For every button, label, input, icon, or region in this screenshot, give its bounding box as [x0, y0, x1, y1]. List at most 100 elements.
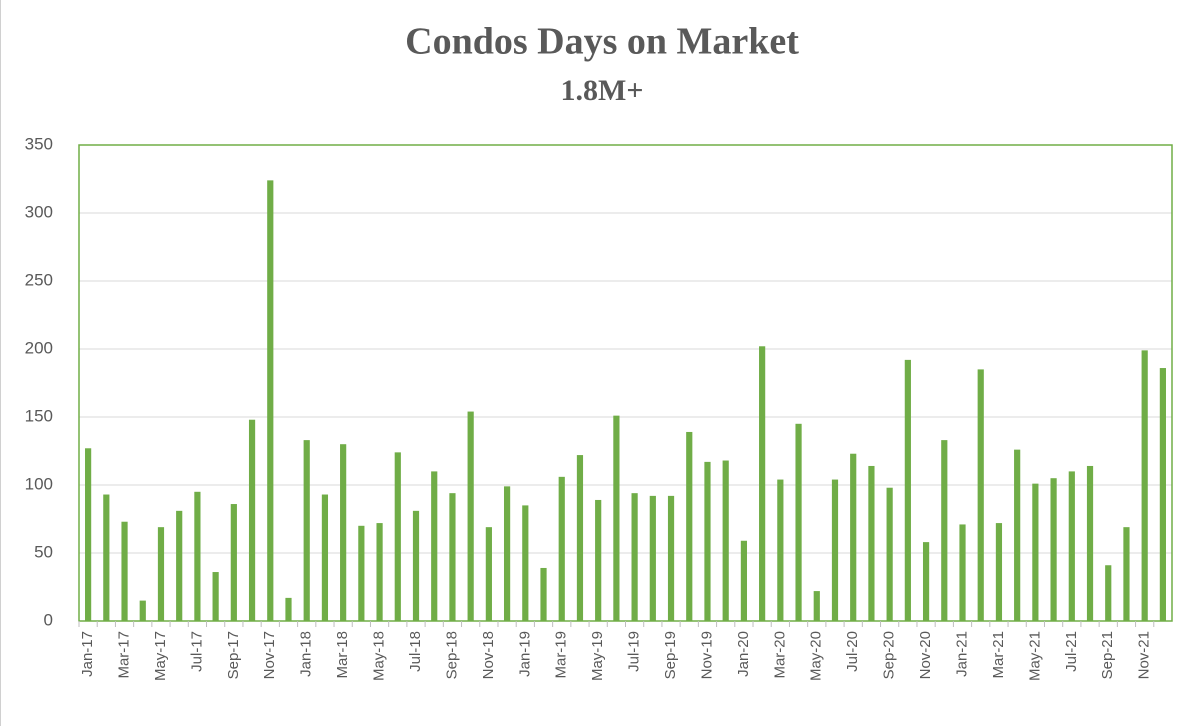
x-tick-label: May-17 — [152, 631, 169, 681]
bar — [1105, 565, 1112, 621]
y-tick-label: 0 — [44, 610, 53, 629]
bar — [1032, 483, 1039, 621]
chart-title: Condos Days on Market — [405, 21, 799, 63]
bar — [649, 495, 656, 621]
bar — [139, 600, 146, 621]
bar — [704, 461, 711, 621]
x-tick-label: May-18 — [371, 631, 388, 681]
y-tick-label: 250 — [25, 270, 53, 289]
bar — [904, 359, 911, 621]
bar — [941, 440, 948, 621]
x-tick-label: Mar-19 — [553, 631, 570, 679]
bar — [1159, 368, 1166, 621]
x-tick-label: Jan-21 — [953, 631, 970, 677]
bar — [1050, 478, 1057, 621]
bar — [340, 444, 347, 621]
bar — [176, 510, 183, 621]
bar — [576, 455, 584, 621]
bar — [995, 523, 1003, 621]
x-tick-label: Jan-17 — [79, 631, 96, 677]
x-tick-label: Jul-19 — [626, 631, 643, 672]
x-tick-label: Nov-21 — [1136, 631, 1153, 679]
y-tick-label: 150 — [25, 406, 53, 425]
x-tick-label: Sep-19 — [662, 631, 679, 679]
x-tick-label: Nov-18 — [480, 631, 497, 679]
bar — [977, 369, 984, 621]
bar — [868, 465, 875, 621]
bar — [121, 521, 128, 621]
x-tick-label: Jul-20 — [844, 631, 861, 672]
x-tick-label: May-21 — [1026, 631, 1043, 681]
y-tick-label: 200 — [25, 338, 53, 357]
bar — [595, 499, 602, 621]
x-tick-label: Jan-19 — [516, 631, 533, 677]
x-tick-label: Sep-17 — [225, 631, 242, 679]
x-tick-label: Jan-20 — [735, 631, 752, 677]
bar — [1123, 527, 1130, 621]
x-tick-label: Mar-18 — [334, 631, 351, 679]
x-tick-label: Mar-20 — [771, 631, 788, 679]
bar — [248, 419, 256, 621]
x-tick-label: May-20 — [808, 631, 825, 681]
bar — [503, 486, 511, 621]
bar — [303, 440, 310, 621]
bar — [431, 471, 438, 621]
bar — [485, 527, 492, 621]
bar — [1141, 350, 1148, 621]
x-tick-label: Sep-21 — [1099, 631, 1116, 679]
bar — [686, 431, 693, 621]
bar — [795, 423, 802, 621]
bar — [1086, 465, 1094, 621]
bar — [540, 567, 547, 621]
bar — [922, 542, 930, 621]
bar — [358, 525, 365, 621]
x-tick-label: Jan-18 — [298, 631, 315, 677]
bar — [850, 453, 857, 621]
chart-subtitle: 1.8M+ — [561, 74, 644, 107]
x-tick-label: Mar-17 — [116, 631, 133, 679]
bar — [1014, 449, 1021, 621]
bar — [522, 505, 529, 621]
bar — [667, 495, 675, 621]
x-tick-label: Jul-18 — [407, 631, 424, 672]
bar — [831, 479, 839, 621]
x-tick-label: Jul-17 — [188, 631, 205, 672]
y-tick-label: 350 — [25, 134, 53, 153]
x-tick-label: Nov-17 — [261, 631, 278, 679]
bar — [212, 572, 219, 621]
y-tick-label: 100 — [25, 474, 53, 493]
bar — [157, 527, 165, 621]
bar — [613, 415, 620, 621]
bar — [1068, 471, 1075, 621]
bar — [412, 510, 420, 621]
x-tick-label: Nov-20 — [917, 631, 934, 679]
bar — [959, 524, 966, 621]
plot-border — [78, 144, 1173, 622]
bar — [759, 346, 766, 621]
bar — [631, 493, 638, 621]
x-tick-label: Jul-21 — [1063, 631, 1080, 672]
bar — [467, 411, 474, 621]
x-tick-label: Sep-20 — [881, 631, 898, 679]
x-tick-label: Sep-18 — [443, 631, 460, 679]
bar — [321, 494, 329, 621]
bar — [230, 504, 237, 621]
bar — [813, 591, 820, 621]
bar — [886, 487, 893, 621]
bar — [267, 180, 274, 622]
bar — [194, 491, 201, 621]
x-tick-label: Mar-21 — [990, 631, 1007, 679]
bar — [777, 479, 784, 621]
bar — [740, 540, 748, 621]
bar — [722, 460, 729, 621]
x-tick-label: May-19 — [589, 631, 606, 681]
y-tick-label: 300 — [25, 202, 53, 221]
bar — [449, 493, 456, 621]
bar — [558, 476, 565, 621]
bar — [394, 452, 401, 621]
y-tick-label: 50 — [34, 542, 53, 561]
bar — [376, 523, 383, 621]
bar — [85, 448, 92, 621]
x-tick-label: Nov-19 — [698, 631, 715, 679]
